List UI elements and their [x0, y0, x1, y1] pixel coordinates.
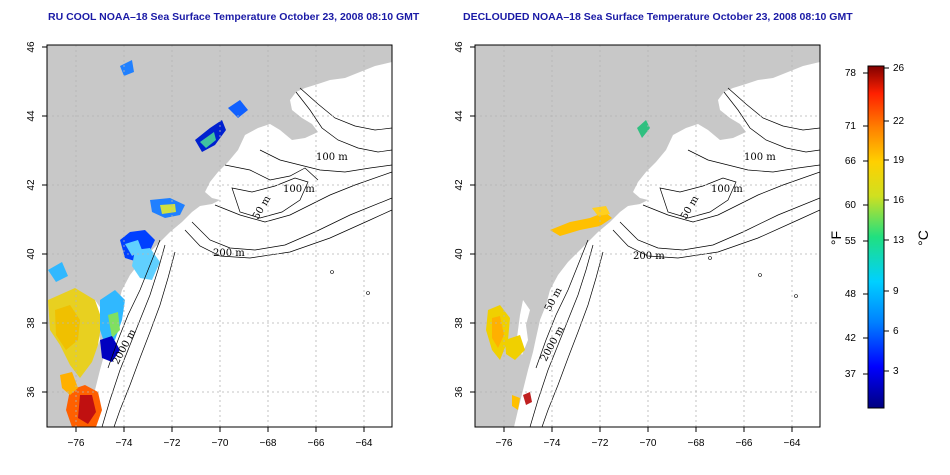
right-grid — [475, 45, 820, 427]
colorbar-f-tick-60: 60 — [845, 200, 857, 211]
colorbar-celsius-unit: °C — [915, 230, 931, 246]
colorbar-c-tick-9: 9 — [893, 286, 899, 297]
right-lon-tick-74: −74 — [544, 438, 561, 449]
right-contours — [529, 87, 820, 427]
right-lat-tick-36: 36 — [454, 386, 465, 398]
left-lat-tick-44: 44 — [26, 110, 37, 122]
right-lat-tick-46: 46 — [454, 41, 465, 53]
colorbar-f-tick-78: 78 — [845, 68, 857, 79]
left-sst-patches — [48, 60, 248, 427]
right-panel-title: DECLOUDED NOAA–18 Sea Surface Temperatur… — [463, 11, 853, 23]
left-land — [47, 45, 392, 427]
colorbar-f-tick-42: 42 — [845, 333, 857, 344]
right-contour-label-100m-b: 100 m — [711, 184, 743, 195]
colorbar: 78 71 66 60 55 48 42 37 26 22 19 16 13 9… — [828, 63, 931, 409]
left-lon-tick-64: −64 — [356, 438, 373, 449]
right-contour-label-100m-a: 100 m — [744, 152, 776, 163]
left-contours — [101, 87, 392, 427]
colorbar-c-tick-22: 22 — [893, 116, 905, 127]
colorbar-ticks — [863, 67, 889, 375]
colorbar-f-tick-66: 66 — [845, 156, 857, 167]
left-grid — [47, 45, 392, 427]
left-contour-label-100m-a: 100 m — [316, 152, 348, 163]
right-lat-tick-40: 40 — [454, 248, 465, 260]
right-map: 100 m 100 m 50 m 200 m 50 m 2000 m −76 −… — [454, 41, 821, 449]
left-lat-tick-40: 40 — [26, 248, 37, 260]
left-lat-tick-36: 36 — [26, 386, 37, 398]
left-axis-ticks — [42, 46, 365, 432]
left-map: 100 m 100 m 50 m 200 m 2000 m −76 −74 −7… — [26, 41, 393, 449]
colorbar-c-tick-6: 6 — [893, 326, 899, 337]
colorbar-c-tick-19: 19 — [893, 155, 905, 166]
right-contour-label-200m: 200 m — [633, 251, 665, 262]
right-lon-tick-76: −76 — [496, 438, 513, 449]
left-lon-tick-72: −72 — [164, 438, 181, 449]
right-lon-tick-64: −64 — [784, 438, 801, 449]
left-contour-label-100m-b: 100 m — [283, 184, 315, 195]
right-lat-tick-42: 42 — [454, 179, 465, 191]
left-lon-tick-66: −66 — [308, 438, 325, 449]
right-sst-patches — [486, 120, 650, 410]
colorbar-fahrenheit-unit: °F — [828, 231, 844, 245]
right-lon-tick-66: −66 — [736, 438, 753, 449]
right-lat-tick-38: 38 — [454, 317, 465, 329]
colorbar-c-tick-26: 26 — [893, 63, 905, 74]
colorbar-gradient — [867, 65, 885, 409]
left-lat-tick-46: 46 — [26, 41, 37, 53]
colorbar-c-tick-16: 16 — [893, 195, 905, 206]
left-contour-label-200m: 200 m — [213, 248, 245, 259]
colorbar-f-tick-55: 55 — [845, 236, 857, 247]
left-lat-tick-42: 42 — [26, 179, 37, 191]
right-lon-tick-70: −70 — [640, 438, 657, 449]
right-land — [475, 45, 820, 427]
right-lat-tick-44: 44 — [454, 110, 465, 122]
colorbar-c-tick-13: 13 — [893, 235, 905, 246]
colorbar-f-tick-71: 71 — [845, 121, 857, 132]
colorbar-f-tick-37: 37 — [845, 369, 857, 380]
right-axis-ticks — [470, 46, 793, 432]
left-lat-tick-38: 38 — [26, 317, 37, 329]
left-lon-tick-68: −68 — [260, 438, 277, 449]
left-lon-tick-70: −70 — [212, 438, 229, 449]
colorbar-c-tick-3: 3 — [893, 366, 899, 377]
left-lon-tick-76: −76 — [68, 438, 85, 449]
left-panel-title: RU COOL NOAA–18 Sea Surface Temperature … — [48, 11, 420, 23]
left-lon-tick-74: −74 — [116, 438, 133, 449]
colorbar-f-tick-48: 48 — [845, 289, 857, 300]
right-lon-tick-68: −68 — [688, 438, 705, 449]
right-lon-tick-72: −72 — [592, 438, 609, 449]
